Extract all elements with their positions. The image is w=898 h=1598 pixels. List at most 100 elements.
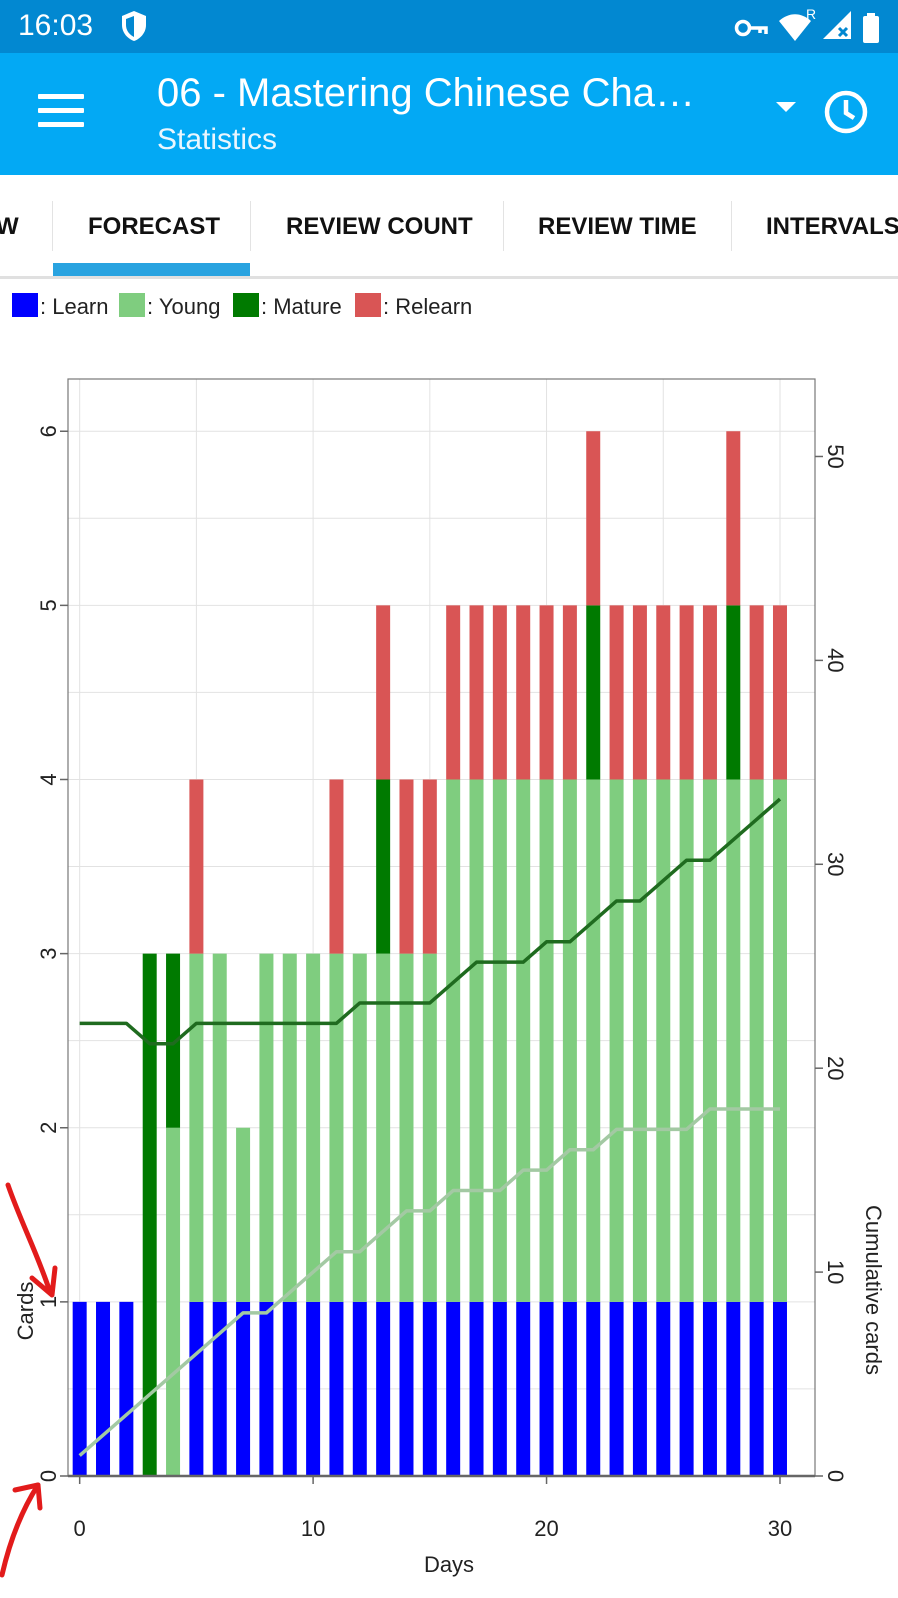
menu-icon[interactable] (38, 94, 84, 134)
bar-young (516, 779, 531, 1302)
bar-relearn (632, 605, 647, 780)
bar-learn (772, 1301, 787, 1476)
tick-labels: 0 10 20 30 0 1 2 3 4 5 6 0 10 20 30 40 50 (36, 425, 848, 1541)
bar-relearn (422, 779, 437, 954)
bar-young (562, 779, 577, 1302)
bar-young (189, 953, 204, 1302)
bar-young (376, 953, 391, 1302)
signal-icon (823, 11, 851, 39)
page-subtitle: Statistics (157, 123, 278, 156)
y2-tick-label: 0 (823, 1470, 848, 1482)
bar-learn (306, 1301, 321, 1476)
y-tick-label: 6 (36, 425, 61, 437)
x-axis-label: Days (424, 1552, 474, 1577)
deck-title[interactable]: 06 - Mastering Chinese Cha… (157, 71, 696, 115)
y-axis-label: Cards (13, 1282, 38, 1341)
bar-learn (189, 1301, 204, 1476)
plot-border (67, 378, 816, 1477)
bar-relearn (516, 605, 531, 780)
clock-icon[interactable] (821, 87, 871, 137)
shield-icon (122, 11, 146, 41)
bar-young (679, 779, 694, 1302)
bar-learn (609, 1301, 624, 1476)
tab-review-count[interactable]: REVIEW COUNT (286, 213, 473, 240)
bar-learn (469, 1301, 484, 1476)
bar-young (422, 953, 437, 1302)
tab-forecast[interactable]: FORECAST (88, 213, 220, 240)
y-tick-label: 2 (36, 1122, 61, 1134)
bar-relearn (469, 605, 484, 780)
bar-young (492, 779, 507, 1302)
wifi-icon (779, 13, 811, 41)
cumulative-lines (78, 797, 782, 1457)
bar-young (469, 779, 484, 1302)
bar-mature (726, 605, 741, 780)
bar-relearn (749, 605, 764, 780)
y-tick-label: 0 (36, 1470, 61, 1482)
bar-learn (492, 1301, 507, 1476)
y2-tick-label: 30 (823, 852, 848, 876)
tab-overview[interactable]: W (0, 213, 19, 240)
y-tick-label: 1 (36, 1296, 61, 1308)
bar-young (166, 1127, 181, 1476)
x-tick-label: 30 (768, 1516, 792, 1541)
bar-young (259, 953, 274, 1302)
status-bar: 16:03 R (0, 0, 898, 53)
bar-young (282, 953, 297, 1302)
plot-frame (67, 378, 816, 1478)
status-time: 16:03 (18, 9, 94, 42)
bar-learn (679, 1301, 694, 1476)
bar-relearn (446, 605, 461, 780)
bar-young (539, 779, 554, 1302)
bar-young (702, 779, 717, 1302)
bar-relearn (399, 779, 414, 954)
bar-learn (376, 1301, 391, 1476)
y2-tick-label: 20 (823, 1056, 848, 1080)
bar-relearn (376, 605, 391, 780)
x-tick-label: 0 (74, 1516, 86, 1541)
active-tab-indicator (53, 263, 250, 276)
bars (72, 431, 787, 1476)
bar-young (399, 953, 414, 1302)
annotation-arrows (0, 1182, 58, 1578)
bar-young (656, 779, 671, 1302)
bar-relearn (726, 431, 741, 606)
bar-learn (352, 1301, 367, 1476)
bar-learn (259, 1301, 274, 1476)
roaming-indicator: R (806, 6, 817, 22)
bar-young (726, 779, 741, 1302)
bar-learn (586, 1301, 601, 1476)
y2-tick-label: 40 (823, 648, 848, 672)
status-icons: R (734, 6, 880, 45)
bar-learn (96, 1301, 111, 1476)
bar-relearn (539, 605, 554, 780)
grid (68, 379, 815, 1476)
bar-learn (702, 1301, 717, 1476)
bar-relearn (562, 605, 577, 780)
cumulative-line-1 (79, 797, 782, 1046)
bar-learn (726, 1301, 741, 1476)
legend-swatch (233, 293, 259, 317)
bar-learn (72, 1301, 87, 1476)
bar-young (586, 779, 601, 1302)
bar-young (632, 779, 647, 1302)
bar-learn (632, 1301, 647, 1476)
bar-learn (119, 1301, 134, 1476)
bar-young (352, 953, 367, 1302)
bar-learn (539, 1301, 554, 1476)
bar-relearn (189, 779, 204, 954)
y2-tick-label: 50 (823, 444, 848, 468)
tab-review-time[interactable]: REVIEW TIME (538, 213, 697, 240)
bar-mature (586, 605, 601, 780)
bar-learn (656, 1301, 671, 1476)
bar-learn (562, 1301, 577, 1476)
battery-icon (863, 12, 879, 43)
dropdown-arrow-icon[interactable] (771, 91, 801, 121)
bar-learn (516, 1301, 531, 1476)
bar-young (609, 779, 624, 1302)
y-tick-label: 3 (36, 947, 61, 959)
bar-relearn (656, 605, 671, 780)
bar-learn (329, 1301, 344, 1476)
bar-relearn (329, 779, 344, 954)
tab-intervals[interactable]: INTERVALS (766, 213, 898, 240)
